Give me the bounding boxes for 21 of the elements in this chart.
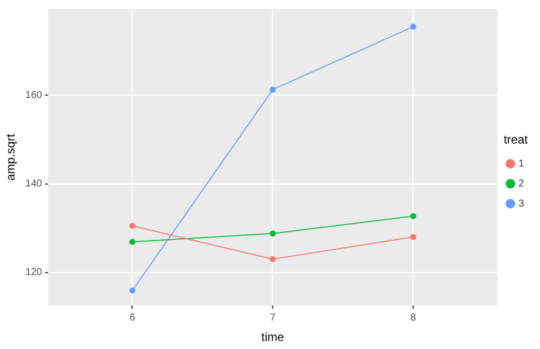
point bbox=[129, 238, 136, 245]
x-tick-label: 8 bbox=[410, 312, 416, 324]
x-axis-title: time bbox=[261, 330, 284, 344]
point bbox=[410, 213, 416, 220]
x-tick-label: 7 bbox=[270, 312, 276, 324]
y-tick-label: 160 bbox=[25, 90, 43, 102]
point bbox=[129, 222, 136, 229]
point bbox=[129, 288, 136, 294]
point bbox=[410, 234, 416, 240]
legend-label: 3 bbox=[518, 198, 524, 210]
x-tick-label: 6 bbox=[130, 312, 136, 324]
y-tick-label: 120 bbox=[25, 267, 43, 278]
point bbox=[270, 230, 276, 236]
point bbox=[410, 24, 416, 30]
point bbox=[270, 86, 276, 93]
legend-title: treat bbox=[504, 132, 528, 147]
y-axis-title: amp.sqrt bbox=[4, 133, 18, 181]
y-tick-label: 140 bbox=[25, 178, 43, 190]
legend-label: 2 bbox=[518, 178, 524, 190]
point bbox=[270, 256, 276, 262]
legend-label: 1 bbox=[518, 158, 524, 170]
